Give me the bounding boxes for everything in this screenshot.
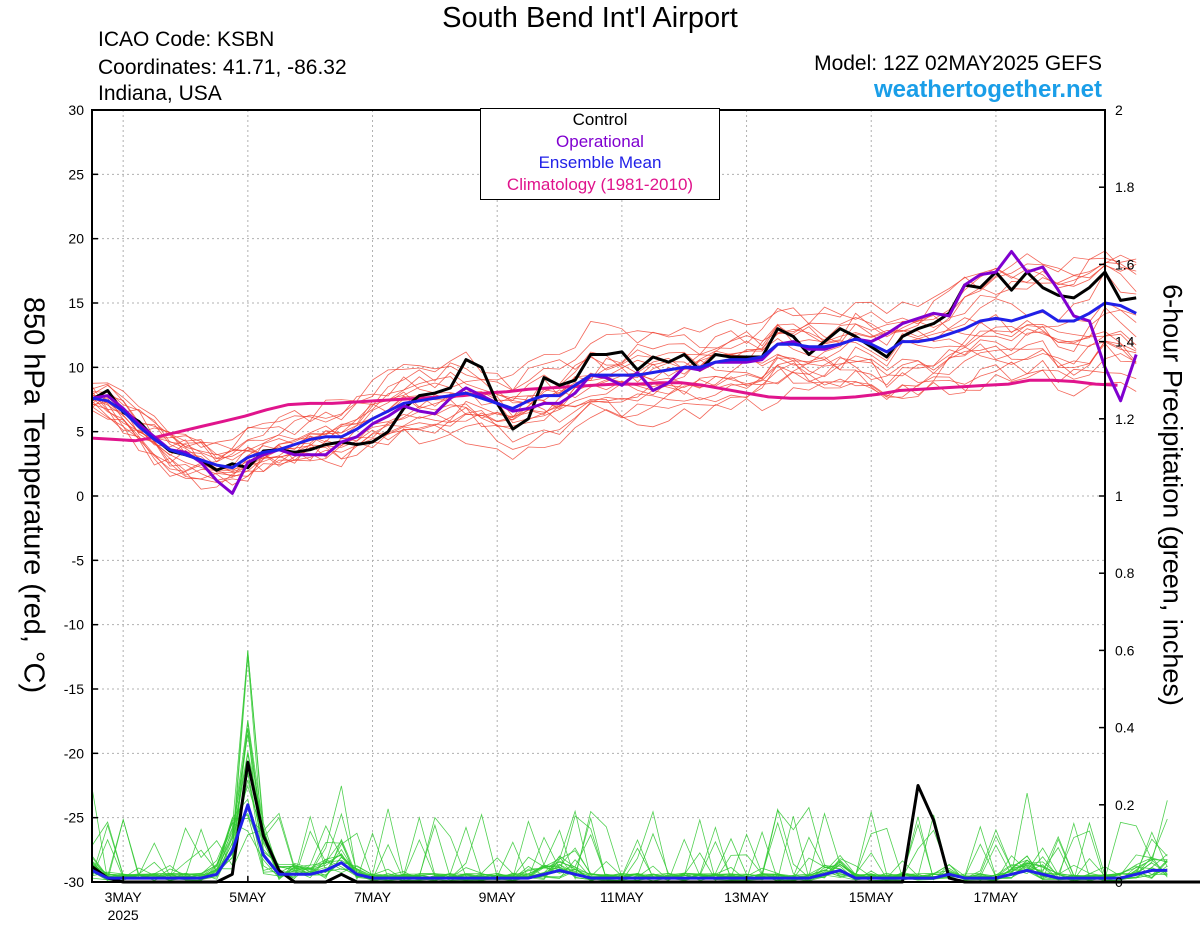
- x-tick-label: 3MAY: [105, 889, 143, 905]
- y-tick-label: 15: [68, 295, 84, 311]
- legend-climatology: Climatology (1981-2010): [506, 174, 694, 194]
- y2-tick-label: 0.8: [1115, 565, 1135, 581]
- y-tick-label: 25: [68, 166, 84, 182]
- member-precip-line: [91, 822, 1168, 881]
- legend-ensemble-mean: Ensemble Mean: [538, 153, 662, 172]
- legend: Control Operational Ensemble Mean Climat…: [480, 108, 720, 200]
- legend-operational: Operational: [556, 131, 644, 151]
- legend-control: Control: [572, 110, 628, 129]
- x-tick-label: 13MAY: [724, 889, 770, 905]
- ensemble-mean-temp-line: [91, 301, 1137, 470]
- model-run: Model: 12Z 02MAY2025 GEFS: [814, 52, 1102, 75]
- member-temp-line: [91, 250, 1137, 456]
- region: Indiana, USA: [98, 82, 222, 105]
- member-temp-line: [91, 340, 1137, 448]
- x-tick-label: 15MAY: [849, 889, 895, 905]
- member-temp-line: [91, 353, 1137, 473]
- y2-tick-label: 0.6: [1115, 642, 1135, 658]
- y2-tick-label: 1.4: [1115, 334, 1135, 350]
- member-temp-line: [91, 309, 1137, 459]
- member-temp-line: [91, 263, 1137, 469]
- coordinates: Coordinates: 41.71, -86.32: [98, 56, 347, 79]
- y-tick-label: -5: [72, 552, 85, 568]
- y2-tick-label: 1.2: [1115, 411, 1135, 427]
- y-tick-label: -15: [64, 681, 84, 697]
- y2-tick-label: 0.4: [1115, 720, 1135, 736]
- member-temp-line: [91, 253, 1137, 490]
- x-tick-label: 5MAY: [229, 889, 267, 905]
- y-tick-label: 10: [68, 359, 84, 375]
- y-tick-label: -25: [64, 810, 84, 826]
- icao-code: ICAO Code: KSBN: [98, 28, 275, 51]
- climatology-line: [91, 378, 1118, 443]
- member-temp-line: [91, 306, 1137, 486]
- y-tick-label: -30: [64, 874, 84, 890]
- operational-temp-line: [91, 250, 1138, 495]
- x-tick-label: 17MAY: [973, 889, 1019, 905]
- chart-title: South Bend Int'l Airport: [442, 2, 738, 34]
- ensemble-mean-precip-line: [91, 803, 1168, 880]
- y2-tick-label: 1: [1115, 488, 1123, 504]
- member-temp-line: [91, 270, 1137, 470]
- y2-tick-label: 1.6: [1115, 256, 1135, 272]
- x-tick-sublabel: 2025: [108, 907, 139, 923]
- x-tick-label: 7MAY: [354, 889, 392, 905]
- member-temp-line: [91, 328, 1137, 477]
- y-tick-label: 5: [76, 424, 84, 440]
- y-tick-label: 30: [68, 102, 84, 118]
- y-tick-label: -20: [64, 745, 84, 761]
- x-tick-label: 11MAY: [600, 889, 644, 905]
- site-name[interactable]: weathertogether.net: [873, 76, 1102, 103]
- y-tick-label: -10: [64, 617, 84, 633]
- y-tick-label: 20: [68, 231, 84, 247]
- member-temp-line: [91, 264, 1137, 464]
- x-tick-label: 9MAY: [479, 889, 517, 905]
- y2-tick-label: 0.2: [1115, 797, 1135, 813]
- y-tick-label: 0: [76, 488, 84, 504]
- y2-tick-label: 0: [1115, 874, 1123, 890]
- y2-tick-label: 1.8: [1115, 179, 1135, 195]
- member-temp-line: [91, 321, 1137, 463]
- y2-tick-label: 2: [1115, 102, 1123, 118]
